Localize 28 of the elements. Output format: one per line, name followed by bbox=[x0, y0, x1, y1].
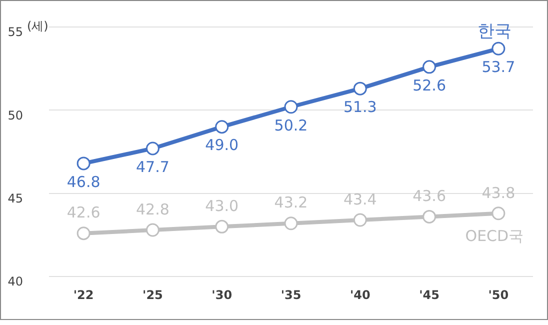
series-label: OECD국 bbox=[465, 226, 524, 245]
x-tick-label: '40 bbox=[350, 288, 370, 302]
y-tick-label: 45 bbox=[8, 192, 23, 206]
data-label: 43.0 bbox=[205, 197, 239, 216]
data-label: 43.8 bbox=[482, 184, 516, 202]
data-label: 42.6 bbox=[66, 204, 100, 222]
y-tick-label: 50 bbox=[8, 108, 23, 122]
x-tick-label: '50 bbox=[488, 288, 509, 302]
data-label: 42.8 bbox=[136, 200, 170, 218]
data-label: 52.6 bbox=[412, 76, 446, 94]
series-label: 한국 bbox=[477, 22, 512, 42]
data-label: 46.8 bbox=[66, 172, 100, 191]
data-label: 53.7 bbox=[482, 58, 516, 76]
y-tick-label: 40 bbox=[8, 274, 23, 289]
x-tick-label: '25 bbox=[142, 288, 163, 302]
y-tick-label: 55 bbox=[8, 25, 23, 40]
x-tick-label: '45 bbox=[419, 288, 440, 302]
data-label: 50.2 bbox=[274, 116, 308, 134]
data-label: 51.3 bbox=[343, 98, 377, 116]
data-label: 47.7 bbox=[136, 158, 170, 176]
data-label: 49.0 bbox=[205, 136, 239, 154]
x-tick-label: '35 bbox=[280, 288, 302, 302]
x-tick-label: '22 bbox=[73, 288, 94, 302]
x-tick-label: '30 bbox=[212, 288, 232, 302]
y-axis-title: (세) bbox=[27, 19, 48, 34]
data-label: 43.4 bbox=[343, 190, 377, 208]
data-label: 43.6 bbox=[412, 187, 446, 206]
data-label: 43.2 bbox=[274, 194, 308, 212]
